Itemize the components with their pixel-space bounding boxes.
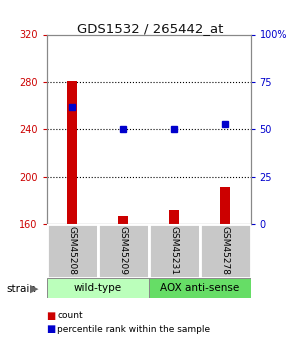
- Text: ■: ■: [46, 311, 56, 321]
- Text: GDS1532 / 265442_at: GDS1532 / 265442_at: [77, 22, 223, 36]
- Text: GSM45209: GSM45209: [118, 226, 127, 276]
- Text: GSM45208: GSM45208: [68, 226, 76, 276]
- FancyBboxPatch shape: [46, 278, 148, 298]
- Text: AOX anti-sense: AOX anti-sense: [160, 283, 239, 293]
- FancyBboxPatch shape: [46, 224, 98, 278]
- FancyBboxPatch shape: [200, 224, 250, 278]
- Bar: [169, 210, 178, 224]
- Text: ▶: ▶: [30, 284, 39, 294]
- Text: GSM45278: GSM45278: [220, 226, 230, 276]
- Text: count: count: [57, 311, 82, 320]
- Bar: [118, 216, 127, 224]
- Text: strain: strain: [6, 284, 36, 294]
- FancyBboxPatch shape: [98, 224, 148, 278]
- Text: wild-type: wild-type: [74, 283, 122, 293]
- Bar: [220, 187, 230, 224]
- FancyBboxPatch shape: [148, 278, 250, 298]
- FancyBboxPatch shape: [148, 224, 200, 278]
- Text: ■: ■: [46, 325, 56, 334]
- Bar: [68, 81, 76, 224]
- Text: percentile rank within the sample: percentile rank within the sample: [57, 325, 210, 334]
- Text: GSM45231: GSM45231: [169, 226, 178, 276]
